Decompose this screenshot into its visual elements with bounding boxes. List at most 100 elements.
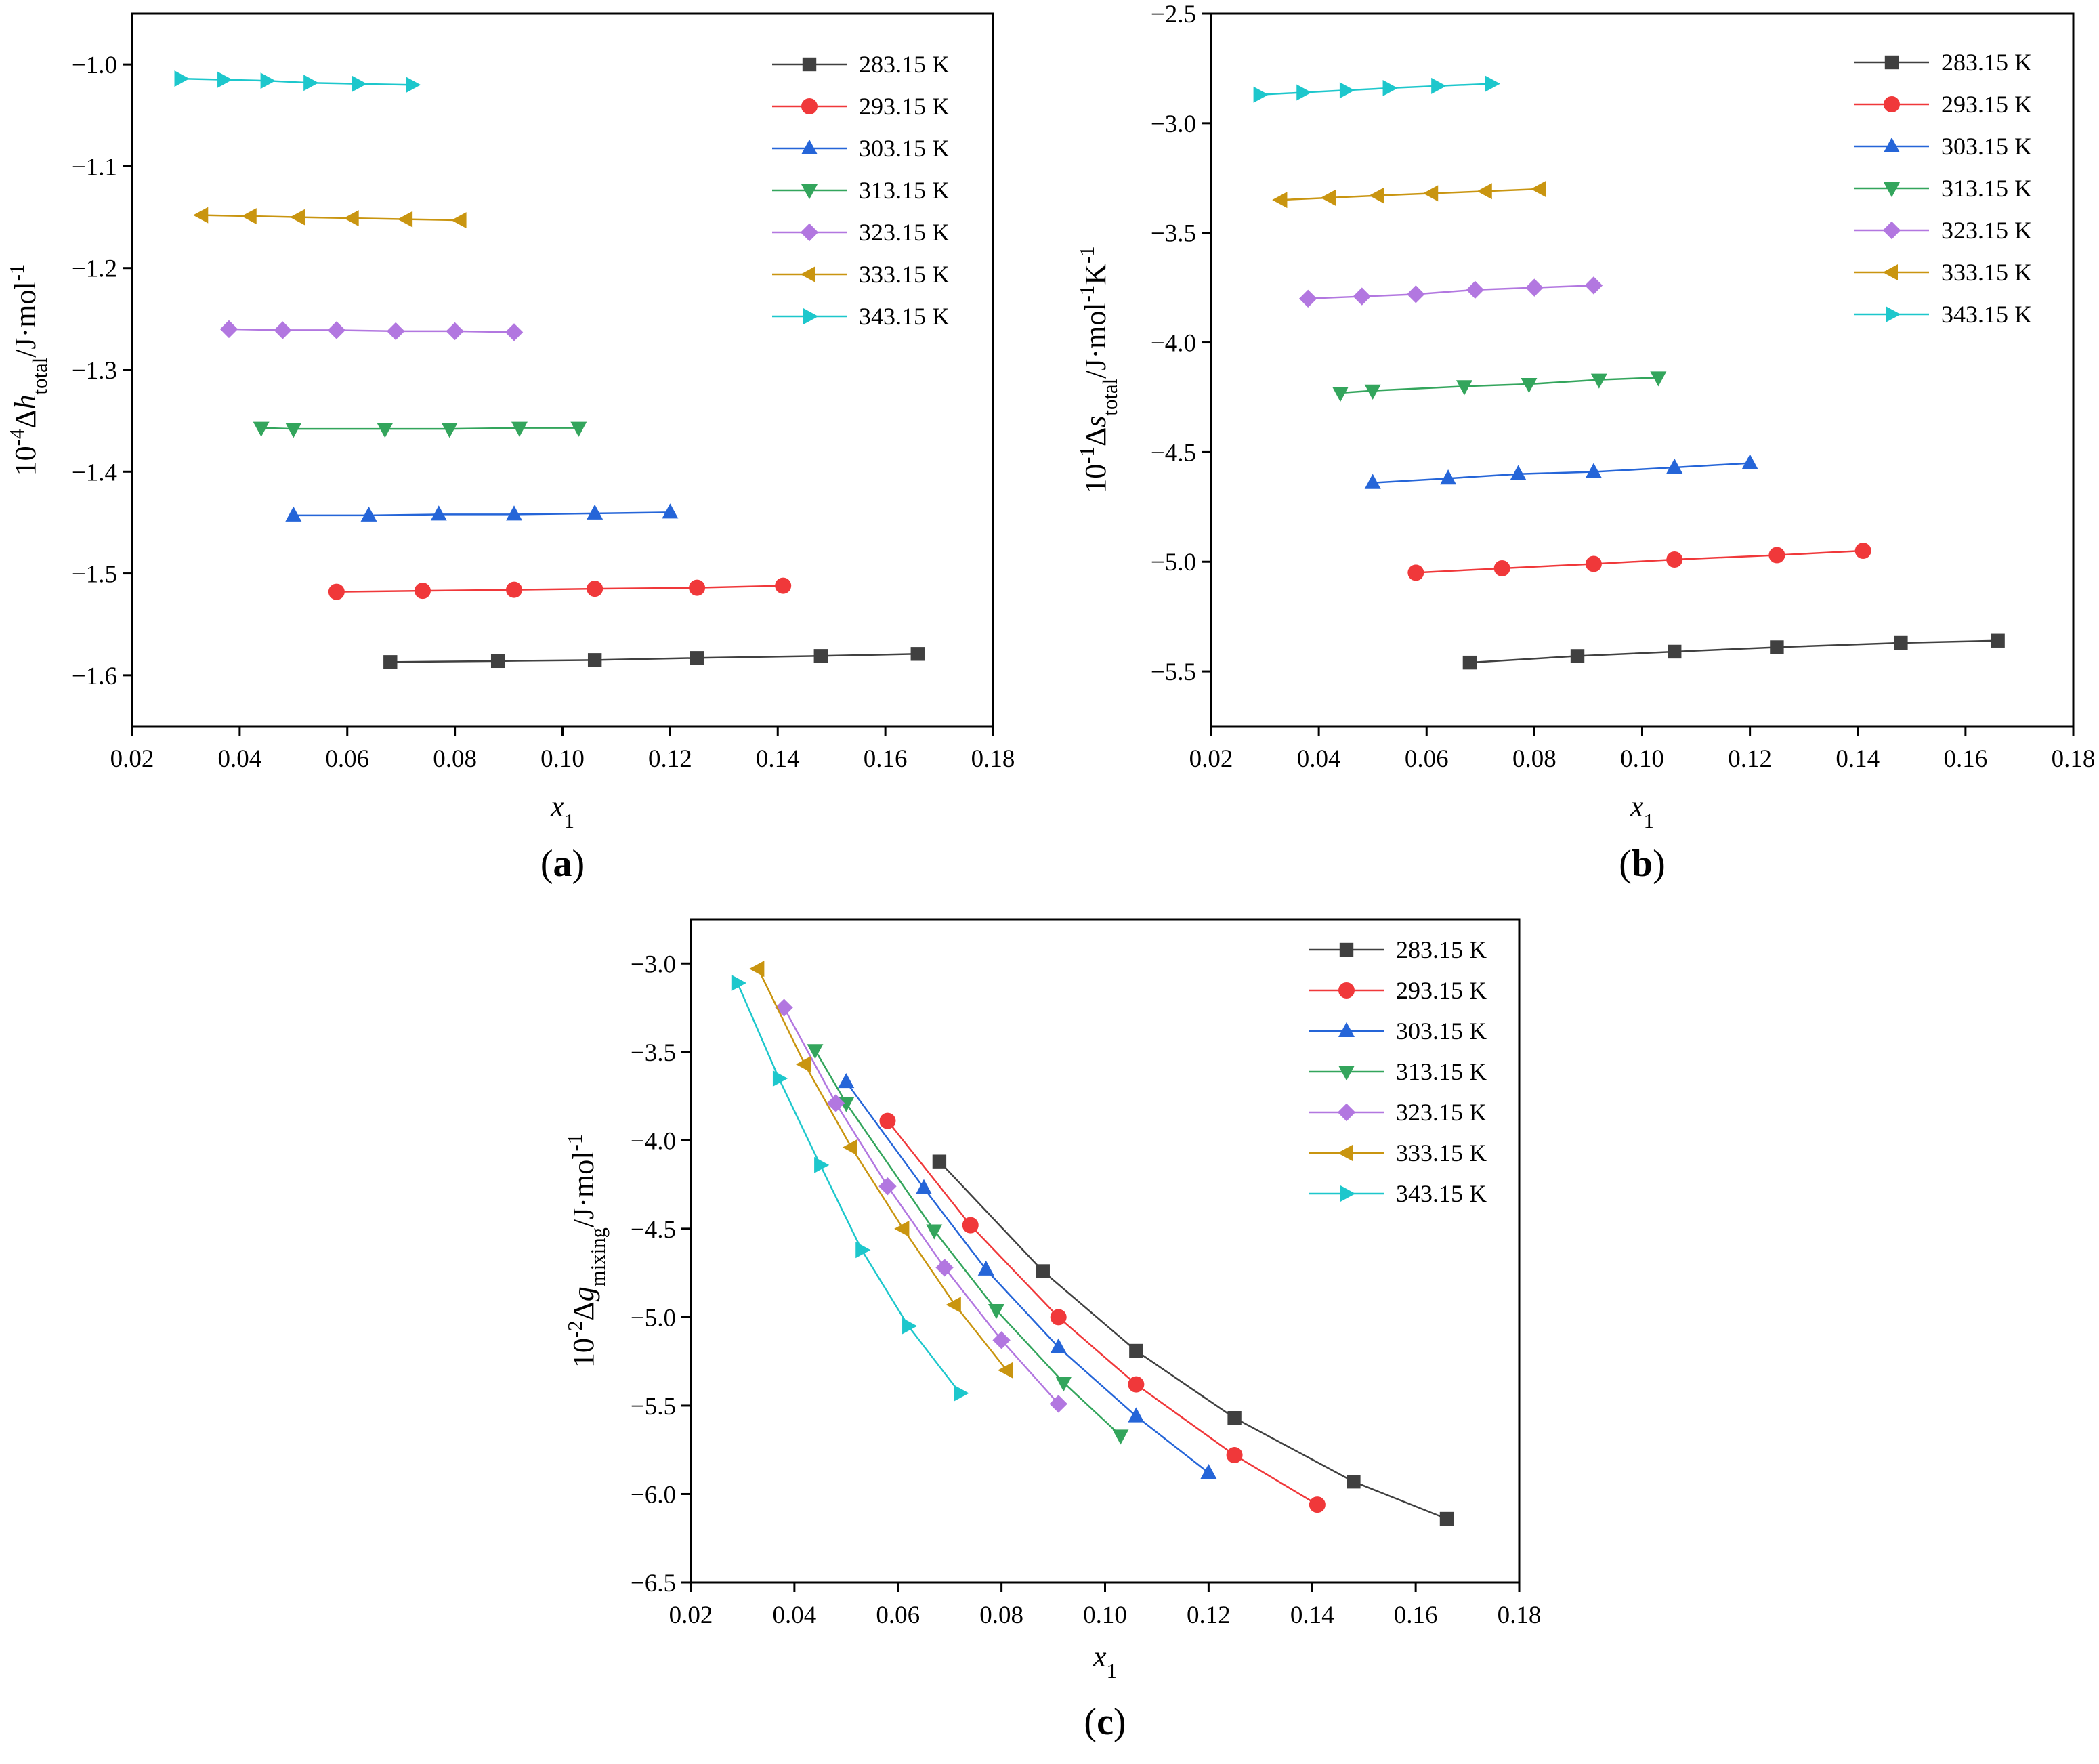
data-point xyxy=(1369,187,1384,204)
data-point xyxy=(505,323,524,341)
data-point xyxy=(1423,185,1439,202)
legend-label: 303.15 K xyxy=(1396,1017,1487,1045)
data-point xyxy=(992,1331,1011,1349)
data-point xyxy=(910,647,925,661)
legend-marker xyxy=(1337,1103,1356,1122)
data-point xyxy=(1854,543,1871,560)
data-point xyxy=(290,209,305,226)
x-tick-label: 0.16 xyxy=(864,745,908,773)
x-tick-label: 0.12 xyxy=(1728,745,1772,773)
panel-label-close: ) xyxy=(1653,843,1666,885)
panel-label-letter: a xyxy=(553,843,572,885)
series-323-15-K xyxy=(1299,276,1603,308)
data-point xyxy=(1364,474,1381,489)
data-point xyxy=(954,1385,969,1402)
x-axis-symbol: x xyxy=(1630,790,1644,823)
x-axis-title: x1 xyxy=(1630,790,1654,833)
data-point xyxy=(962,1217,979,1234)
data-point xyxy=(1991,633,2005,648)
data-point xyxy=(1050,1338,1067,1353)
data-point xyxy=(1462,655,1477,670)
panel-label-open: ( xyxy=(540,843,553,885)
series-343-15-K xyxy=(1253,75,1500,103)
series-333-15-K xyxy=(749,961,1013,1379)
y-axis-units: /J·mol xyxy=(9,281,42,357)
data-point xyxy=(285,506,302,522)
data-point xyxy=(174,70,190,87)
panel-label-open: ( xyxy=(1619,843,1632,885)
series-line xyxy=(1416,549,1863,574)
data-point xyxy=(1650,371,1667,387)
y-tick-label: −6.0 xyxy=(631,1481,676,1509)
y-axis-symbol: h xyxy=(9,394,42,409)
legend-marker xyxy=(1338,1022,1355,1037)
y-axis-prefix: 10 xyxy=(9,446,42,476)
legend-marker xyxy=(1337,1145,1353,1161)
data-point xyxy=(1407,285,1425,303)
data-point xyxy=(1477,183,1492,200)
y-tick-label: −5.5 xyxy=(1151,658,1196,686)
data-point xyxy=(878,1177,897,1196)
legend-marker xyxy=(1884,137,1900,152)
legend-marker xyxy=(803,308,819,324)
series-313-15-K xyxy=(1332,371,1667,402)
data-point xyxy=(894,1220,910,1237)
data-point xyxy=(1353,287,1371,306)
data-point xyxy=(1531,180,1546,197)
legend-label: 333.15 K xyxy=(1941,259,2032,286)
x-tick-label: 0.10 xyxy=(1620,745,1664,773)
data-point xyxy=(587,581,603,597)
legend-marker xyxy=(1338,1066,1355,1081)
data-point xyxy=(1741,454,1758,469)
data-point xyxy=(988,1303,1004,1320)
data-point xyxy=(842,1139,857,1156)
y-tick-label: −1.3 xyxy=(72,357,117,385)
data-point xyxy=(1521,378,1538,394)
data-point xyxy=(902,1318,918,1335)
series-line xyxy=(757,968,1008,1371)
legend-marker xyxy=(802,57,817,72)
series-line xyxy=(228,328,515,333)
data-point xyxy=(1128,1407,1145,1423)
y-axis-units-exponent: -1 xyxy=(5,264,28,282)
data-point xyxy=(328,583,345,600)
y-axis-delta: Δ xyxy=(1079,427,1112,446)
y-axis-title: 10-1Δstotal/J·mol-1K-1 xyxy=(1076,246,1122,493)
series-293-15-K xyxy=(328,577,792,600)
data-point xyxy=(1440,469,1457,485)
data-point xyxy=(1525,278,1544,297)
series-303-15-K xyxy=(838,1072,1217,1479)
x-tick-label: 0.04 xyxy=(773,1601,817,1629)
data-point xyxy=(1226,1447,1243,1464)
x-tick-label: 0.04 xyxy=(1297,745,1341,773)
series-323-15-K xyxy=(219,320,524,341)
x-tick-label: 0.02 xyxy=(1189,745,1233,773)
data-point xyxy=(387,322,405,341)
data-point xyxy=(1439,1511,1454,1526)
series-283-15-K xyxy=(383,647,925,669)
data-point xyxy=(570,421,587,437)
y-tick-label: −5.5 xyxy=(631,1393,676,1421)
legend-label: 333.15 K xyxy=(1396,1139,1487,1167)
y-axis-prefix-exponent: -4 xyxy=(5,429,28,446)
data-point xyxy=(813,649,828,663)
data-point xyxy=(1510,465,1527,480)
panel-label-close: ) xyxy=(572,843,585,885)
x-tick-label: 0.12 xyxy=(648,745,692,773)
legend-marker xyxy=(1339,942,1354,957)
series-line xyxy=(1259,83,1491,96)
y-tick-label: −6.5 xyxy=(631,1570,676,1597)
y-axis-title: 10-2Δgmixing/J·mol-1 xyxy=(564,1134,610,1368)
legend-label: 303.15 K xyxy=(1941,133,2032,160)
data-point xyxy=(303,75,319,91)
legend-marker xyxy=(800,223,819,242)
data-point xyxy=(689,579,706,596)
data-point xyxy=(1894,635,1908,650)
data-point xyxy=(217,71,233,88)
legend-marker xyxy=(801,139,818,154)
data-point xyxy=(506,505,523,521)
data-point xyxy=(807,1044,824,1059)
data-point xyxy=(1407,564,1424,581)
y-tick-label: −3.0 xyxy=(631,950,676,978)
data-point xyxy=(749,961,765,978)
